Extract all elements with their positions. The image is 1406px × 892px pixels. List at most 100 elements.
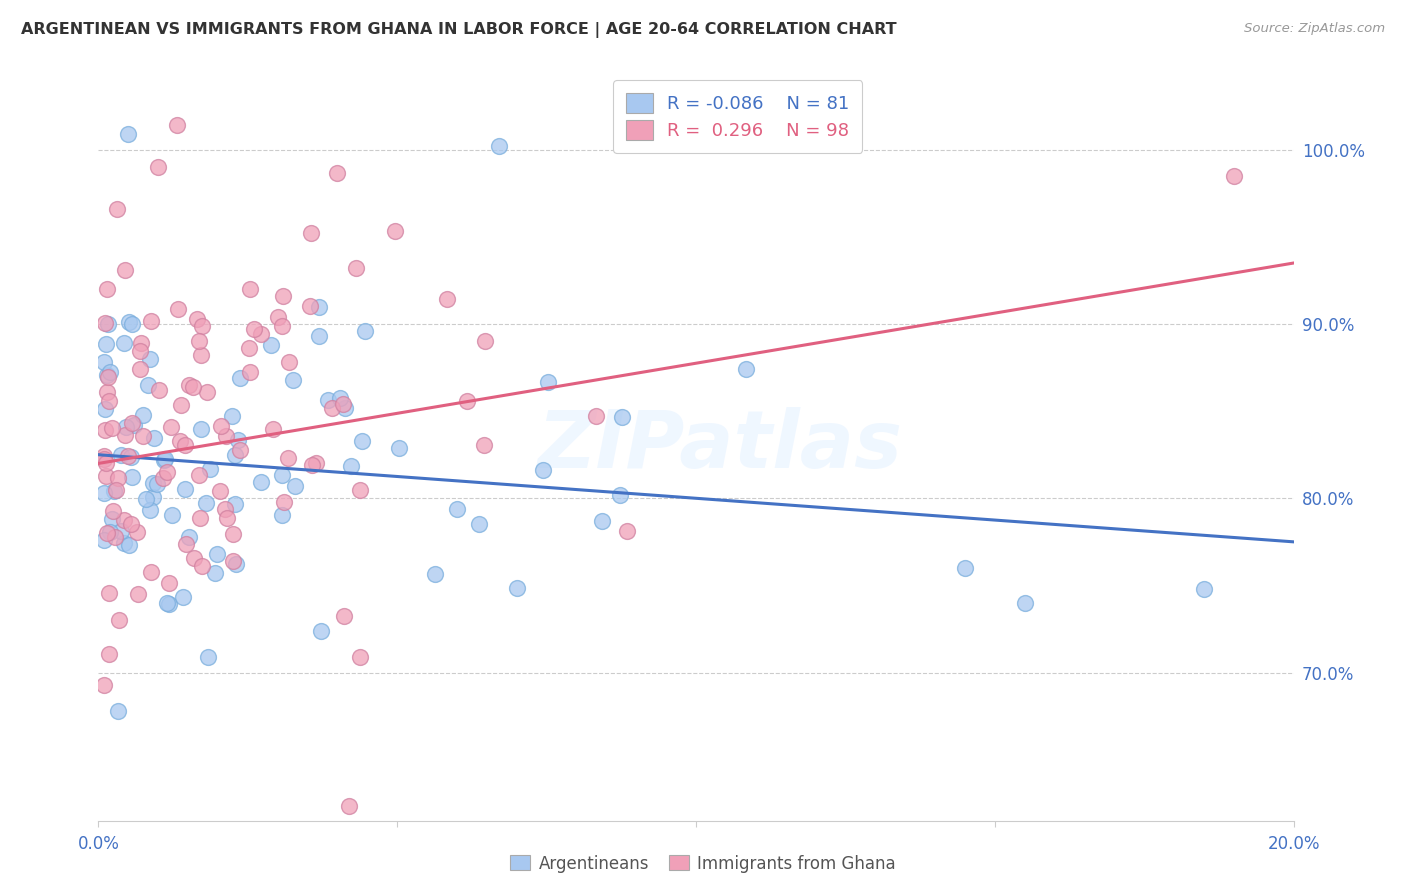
Point [250, 326, 273, 341]
Point [153, 451, 176, 466]
Point [96, 385, 118, 400]
Point [423, 567, 446, 582]
Point [226, 434, 249, 448]
Point [472, 438, 495, 452]
Point [181, 380, 204, 394]
Point [329, 391, 352, 405]
Point [283, 374, 305, 388]
Point [337, 799, 360, 814]
Point [332, 397, 354, 411]
Point [205, 547, 228, 561]
Point [142, 490, 165, 504]
Point [135, 491, 157, 506]
Point [209, 419, 232, 434]
Point [105, 202, 128, 217]
Point [98, 525, 121, 540]
Point [316, 393, 339, 408]
Point [222, 554, 245, 568]
Point [179, 530, 201, 544]
Point [104, 530, 127, 544]
Point [239, 282, 262, 296]
Point [204, 566, 226, 581]
Point [129, 335, 152, 350]
Point [278, 355, 301, 369]
Point [93, 449, 115, 463]
Point [160, 508, 183, 523]
Point [195, 385, 218, 400]
Point [273, 495, 295, 509]
Point [96, 368, 118, 383]
Point [132, 408, 155, 422]
Point [121, 317, 143, 331]
Point [190, 422, 212, 436]
Point [333, 609, 356, 624]
Point [183, 551, 205, 566]
Point [354, 324, 377, 338]
Point [157, 598, 180, 612]
Point [93, 451, 115, 466]
Point [170, 398, 193, 412]
Point [153, 453, 176, 467]
Point [136, 377, 159, 392]
Point [101, 421, 124, 435]
Point [436, 292, 458, 306]
Point [127, 586, 149, 600]
Point [172, 590, 194, 604]
Point [114, 427, 136, 442]
Point [110, 448, 132, 462]
Point [349, 650, 371, 665]
Point [735, 362, 758, 376]
Point [506, 581, 529, 595]
Point [224, 497, 246, 511]
Point [93, 355, 115, 369]
Point [155, 596, 177, 610]
Point [1223, 169, 1246, 183]
Point [186, 311, 208, 326]
Point [610, 409, 633, 424]
Point [585, 409, 607, 423]
Point [118, 538, 141, 552]
Point [169, 434, 191, 449]
Point [259, 338, 281, 352]
Point [591, 514, 613, 528]
Point [174, 438, 197, 452]
Point [139, 314, 162, 328]
Point [229, 371, 252, 385]
Point [239, 366, 262, 380]
Point [101, 512, 124, 526]
Point [190, 348, 212, 362]
Point [270, 508, 292, 523]
Point [616, 524, 638, 538]
Point [191, 558, 214, 573]
Point [159, 420, 181, 434]
Point [125, 524, 148, 539]
Point [238, 341, 260, 355]
Point [177, 378, 200, 392]
Point [298, 300, 321, 314]
Point [96, 456, 118, 470]
Point [311, 624, 333, 639]
Point [321, 401, 343, 415]
Point [249, 475, 271, 490]
Point [96, 282, 118, 296]
Point [308, 300, 330, 314]
Point [488, 139, 510, 153]
Point [208, 484, 231, 499]
Point [139, 502, 162, 516]
Point [93, 316, 115, 330]
Point [110, 524, 132, 538]
Point [129, 361, 152, 376]
Point [277, 450, 299, 465]
Point [94, 423, 117, 437]
Point [242, 322, 264, 336]
Point [446, 501, 468, 516]
Point [1014, 596, 1036, 610]
Point [271, 468, 294, 483]
Point [308, 329, 330, 343]
Point [108, 613, 131, 627]
Point [221, 409, 243, 424]
Point [157, 576, 180, 591]
Point [188, 511, 211, 525]
Point [224, 448, 246, 462]
Point [93, 678, 115, 692]
